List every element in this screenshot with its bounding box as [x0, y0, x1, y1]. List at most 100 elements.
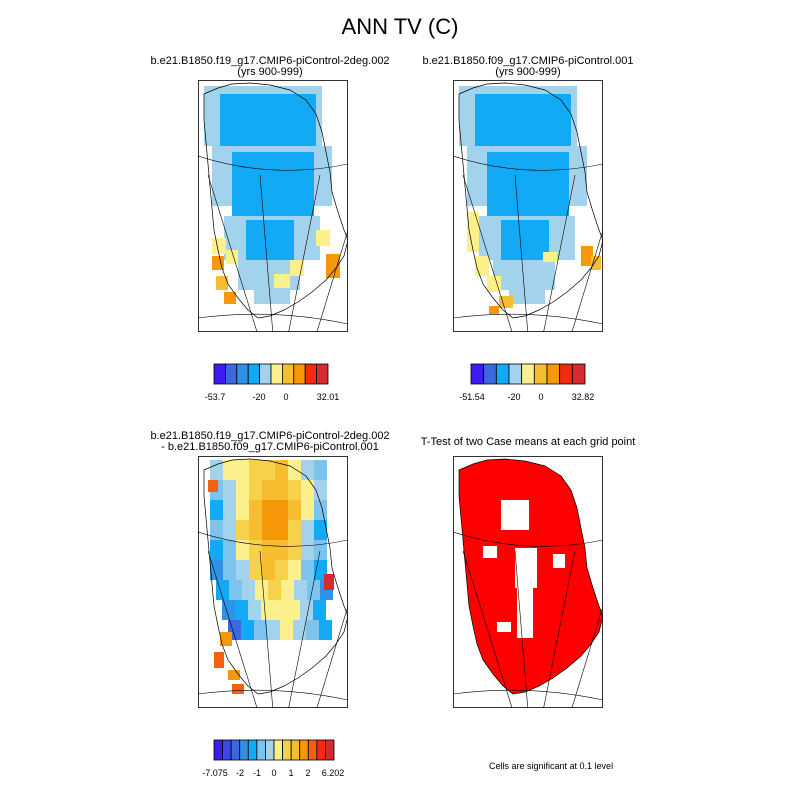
- p1-meridian: [207, 174, 258, 332]
- p1-grid-cell: [274, 274, 290, 288]
- p3-grid-cell: [236, 560, 249, 580]
- p4-meridian: [514, 550, 529, 708]
- p1-grid-cell: [224, 292, 236, 304]
- p3-parallel: [198, 531, 348, 547]
- p2-grid-cell: [509, 290, 545, 304]
- p3-grid-cell: [262, 540, 275, 560]
- p2-grid-cell: [475, 94, 571, 154]
- p3-grid-cell: [262, 460, 275, 480]
- colorbar-swatch: [571, 363, 586, 385]
- p3-grid-cell: [288, 480, 301, 500]
- colorbar-2-tick-label: -51.54: [459, 392, 485, 402]
- panel-3-title: b.e21.B1850.f19_g17.CMIP6-piControl-2deg…: [120, 431, 420, 453]
- p3-meridian: [207, 550, 258, 708]
- p3-meridian: [288, 550, 321, 708]
- colorbar-3-tick-label: 1: [288, 768, 294, 778]
- p3-grid-cell: [229, 580, 242, 600]
- colorbar-swatch: [273, 739, 283, 761]
- colorbar-3-tick-label: 6.202: [321, 768, 345, 778]
- colorbar-swatch: [483, 363, 497, 385]
- p1-grid-cell: [220, 94, 316, 154]
- p2-grid-cell: [591, 256, 601, 270]
- p3-grid-cell: [307, 580, 320, 600]
- p3-grid-cell: [249, 560, 262, 580]
- p2-grid-cell: [543, 252, 557, 262]
- p2-meridian: [543, 174, 576, 332]
- colorbar-2: [470, 363, 586, 385]
- colorbar-3-tick-label: 2: [305, 768, 311, 778]
- panel-4-title: T-Test of two Case means at each grid po…: [378, 437, 678, 448]
- p3-grid-cell: [288, 500, 301, 520]
- colorbar-3: [213, 739, 335, 761]
- p4-insignificant-cell: [483, 546, 497, 558]
- p3-grid-cell: [314, 520, 327, 540]
- panel-4-map: [453, 456, 603, 708]
- p3-grid-cell: [293, 620, 306, 640]
- p3-grid-cell: [210, 500, 223, 520]
- p2-field: [459, 86, 601, 314]
- colorbar-swatch: [239, 739, 249, 761]
- p3-grid-cell: [268, 580, 281, 600]
- p3-meridian: [316, 605, 348, 708]
- p3-grid-cell: [249, 520, 262, 540]
- colorbar-swatch: [259, 363, 272, 385]
- p4-field: [459, 459, 603, 694]
- colorbar-swatch: [256, 739, 266, 761]
- p3-grid-cell: [288, 560, 301, 580]
- p3-grid-cell: [319, 620, 332, 640]
- p2-grid-cell: [499, 296, 513, 308]
- p3-coastline: [203, 458, 348, 695]
- p3-grid-cell: [255, 580, 268, 600]
- colorbar-swatch: [290, 739, 301, 761]
- p2-meridian: [514, 174, 529, 332]
- panel-2-map: [453, 80, 603, 332]
- colorbar-1-tick-label: 32.01: [316, 392, 340, 402]
- p2-grid-cell: [475, 256, 489, 276]
- p3-grid-cell: [300, 600, 313, 620]
- p1-grid-cell: [216, 276, 228, 290]
- p3-grid-cell: [288, 460, 301, 480]
- p3-grid-cell: [288, 540, 301, 560]
- p3-grid-cell: [214, 652, 224, 668]
- colorbar-swatch: [495, 363, 510, 385]
- colorbar-swatch: [559, 363, 573, 385]
- p2-parallel: [453, 313, 603, 325]
- p3-meridian: [259, 550, 274, 708]
- p4-meridian: [571, 605, 603, 708]
- p4-meridian: [543, 550, 576, 708]
- p3-grid-cell: [232, 684, 244, 694]
- p3-grid-cell: [222, 600, 235, 620]
- colorbar-3-tick-label: -2: [235, 768, 244, 778]
- p3-grid-cell: [275, 520, 288, 540]
- panel-2-title-line-2: (yrs 900-999): [495, 66, 561, 78]
- panel-1-title-line-1: b.e21.B1850.f19_g17.CMIP6-piControl-2deg…: [150, 55, 390, 67]
- p3-grid-cell: [223, 460, 236, 480]
- colorbar-2-tick-label: 0: [538, 392, 544, 402]
- p3-grid-cell: [236, 520, 249, 540]
- colorbar-swatch: [304, 363, 317, 385]
- p3-grid-cell: [223, 540, 236, 560]
- panel-1-map: [198, 80, 348, 332]
- p3-grid-cell: [281, 580, 294, 600]
- p1-meridian: [316, 229, 348, 332]
- colorbar-swatch: [470, 363, 485, 385]
- colorbar-swatch: [224, 363, 238, 385]
- colorbar-swatch: [521, 363, 535, 385]
- colorbar-1-tick-label: -20: [252, 392, 266, 402]
- panel-1-title: b.e21.B1850.f19_g17.CMIP6-piControl-2deg…: [120, 56, 420, 78]
- colorbar-3-tick-label: -1: [252, 768, 261, 778]
- p3-grid-cell: [301, 520, 314, 540]
- p1-grid-cell: [326, 254, 340, 278]
- p3-field: [208, 460, 334, 694]
- p3-grid-cell: [324, 574, 334, 590]
- p4-insignificant-cell: [517, 588, 533, 638]
- p1-meridian: [259, 174, 274, 332]
- p2-grid-cell: [501, 220, 549, 260]
- p3-grid-cell: [261, 600, 274, 620]
- colorbar-swatch: [546, 363, 561, 385]
- p4-insignificant-cell: [553, 554, 565, 568]
- p3-grid-cell: [236, 460, 249, 480]
- p3-grid-cell: [236, 540, 249, 560]
- panel-3-title-line-2: - b.e21.B1850.f09_g17.CMIP6-piControl.00…: [161, 441, 379, 453]
- p3-grid-cell: [262, 480, 275, 500]
